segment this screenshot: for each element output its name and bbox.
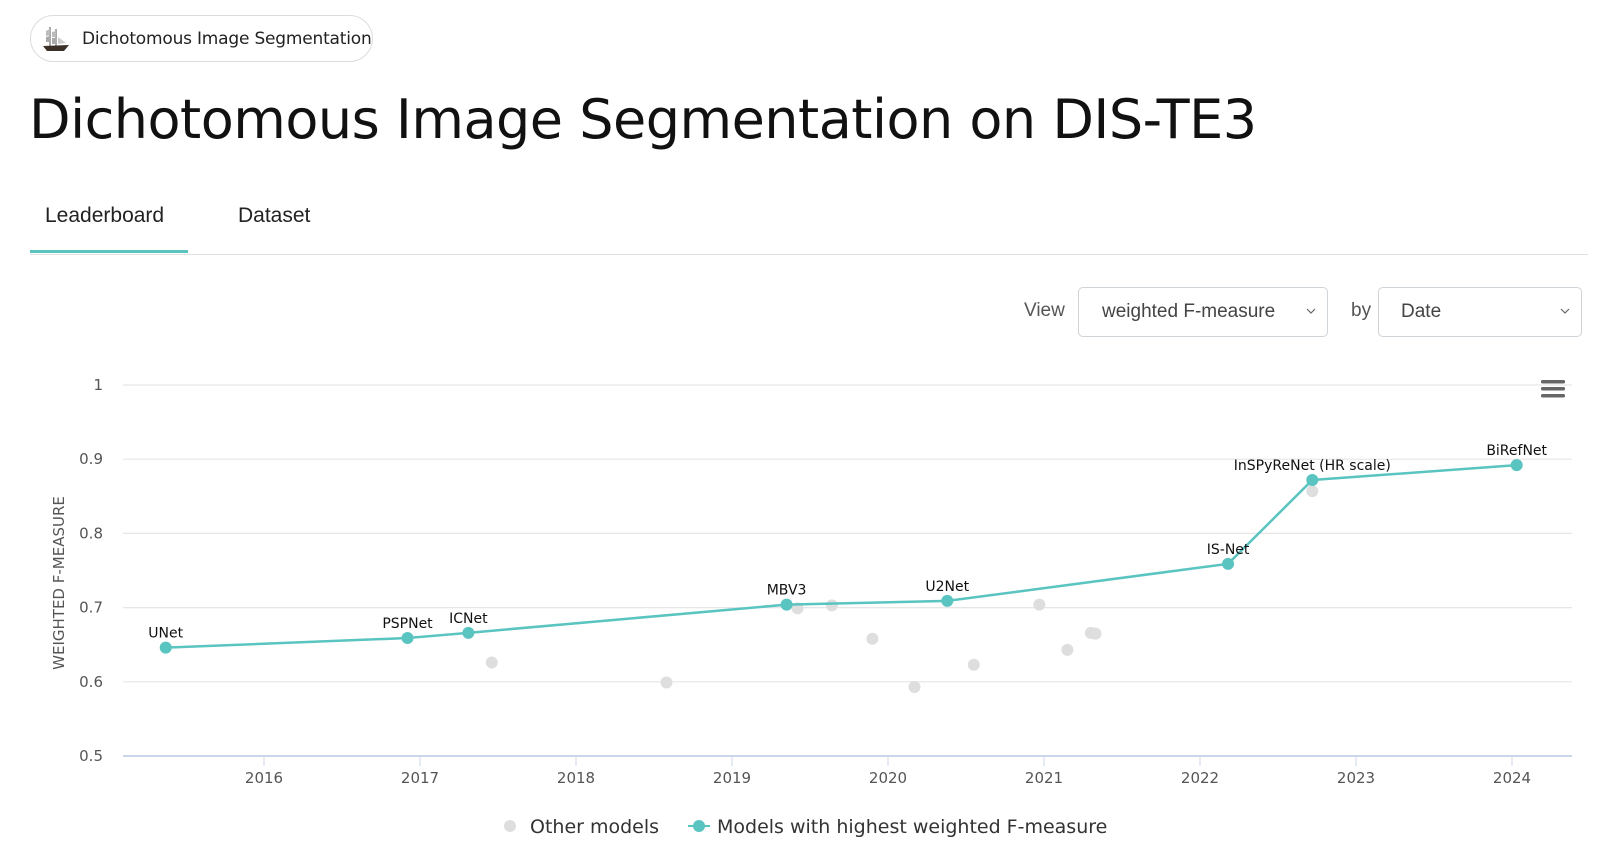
metric-select-value: weighted F-measure <box>1102 301 1276 322</box>
sota-point <box>780 598 793 611</box>
other-model-point <box>1306 485 1319 498</box>
sota-point-label: UNet <box>148 626 183 642</box>
tab-dataset[interactable]: Dataset <box>238 204 311 227</box>
legend-marker-sota <box>693 820 705 832</box>
other-models-series <box>485 485 1319 693</box>
y-axis-ticks: 0.5 0.6 0.7 0.8 0.9 1 <box>79 376 103 765</box>
x-tick-label: 2019 <box>713 769 751 787</box>
tab-leaderboard[interactable]: Leaderboard <box>45 204 165 227</box>
legend-label-other: Other models <box>530 816 659 838</box>
breadcrumb-label: Dichotomous Image Segmentation <box>82 28 372 49</box>
sota-point-label: U2Net <box>925 579 969 595</box>
chevron-down-icon <box>1560 308 1570 314</box>
sota-point-label: ICNet <box>449 611 488 627</box>
sota-point-label: BiRefNet <box>1486 443 1547 459</box>
x-tick-label: 2024 <box>1493 769 1531 787</box>
legend-label-sota: Models with highest weighted F-measure <box>717 816 1107 838</box>
sota-point-label: PSPNet <box>382 616 433 632</box>
sota-point <box>941 594 954 607</box>
x-tick-label: 2021 <box>1025 769 1063 787</box>
sota-point <box>462 626 475 639</box>
chart-legend: Other models Models with highest weighte… <box>504 816 1107 838</box>
legend-marker-other <box>504 820 516 832</box>
active-tab-indicator <box>30 250 188 253</box>
sota-line <box>165 463 1517 649</box>
hamburger-menu-icon[interactable] <box>1541 380 1565 398</box>
x-tick-label: 2017 <box>401 769 439 787</box>
gridlines <box>123 384 1572 683</box>
x-tick-label: 2016 <box>245 769 283 787</box>
sota-point <box>1222 557 1235 570</box>
sota-point <box>1510 459 1523 472</box>
sota-point-label: MBV3 <box>767 583 807 599</box>
chevron-down-icon <box>1306 308 1316 314</box>
sota-point <box>159 641 172 654</box>
breadcrumb-task-pill[interactable]: Dichotomous Image Segmentation <box>30 15 373 62</box>
x-tick-label: 2023 <box>1337 769 1375 787</box>
other-model-point <box>485 656 498 669</box>
other-model-point <box>967 658 980 671</box>
other-model-point <box>1061 643 1074 656</box>
sota-point-label: InSPyReNet (HR scale) <box>1234 458 1391 474</box>
x-tick-label: 2018 <box>557 769 595 787</box>
sota-point-label: IS-Net <box>1207 542 1250 558</box>
sota-point <box>1306 473 1319 486</box>
sota-series: UNet PSPNet ICNet MBV3 U2Net IS-Net InSPyReNet… <box>148 443 1548 654</box>
metric-select[interactable]: weighted F-measure <box>1078 287 1328 337</box>
y-tick-label: 0.7 <box>79 599 103 617</box>
y-axis-title: WEIGHTED F-MEASURE <box>50 496 68 670</box>
y-tick-label: 0.6 <box>79 673 103 691</box>
other-model-point <box>866 632 879 645</box>
y-tick-label: 0.5 <box>79 747 103 765</box>
page-title: Dichotomous Image Segmentation on DIS-TE… <box>29 88 1257 151</box>
view-label: View <box>1024 300 1065 321</box>
ship-icon <box>43 26 69 51</box>
sota-point <box>401 632 414 645</box>
x-axis: 2016 2017 2018 2019 2020 2021 2022 2023 2024 <box>123 755 1572 787</box>
other-model-point <box>660 676 673 689</box>
other-model-point <box>908 680 921 693</box>
y-tick-label: 0.8 <box>79 524 103 542</box>
sort-by-select[interactable]: Date <box>1378 287 1582 337</box>
legend-item-other-models[interactable]: Other models <box>504 816 659 838</box>
legend-item-sota-models[interactable]: Models with highest weighted F-measure <box>688 816 1107 838</box>
y-tick-label: 1 <box>93 376 103 394</box>
by-label: by <box>1351 300 1372 321</box>
x-tick-label: 2022 <box>1181 769 1219 787</box>
other-model-point <box>1089 627 1102 640</box>
tab-bar: Leaderboard Dataset <box>30 196 1588 255</box>
other-model-point <box>825 599 838 612</box>
chart-controls: View weighted F-measure by Date <box>1020 287 1620 337</box>
other-model-point <box>1033 598 1046 611</box>
x-tick-label: 2020 <box>869 769 907 787</box>
weighted-f-measure-chart: 0.5 0.6 0.7 0.8 0.9 1 2016 2017 2018 2019 2020 202… <box>50 376 1572 838</box>
sort-by-select-value: Date <box>1401 301 1442 322</box>
y-tick-label: 0.9 <box>79 450 103 468</box>
